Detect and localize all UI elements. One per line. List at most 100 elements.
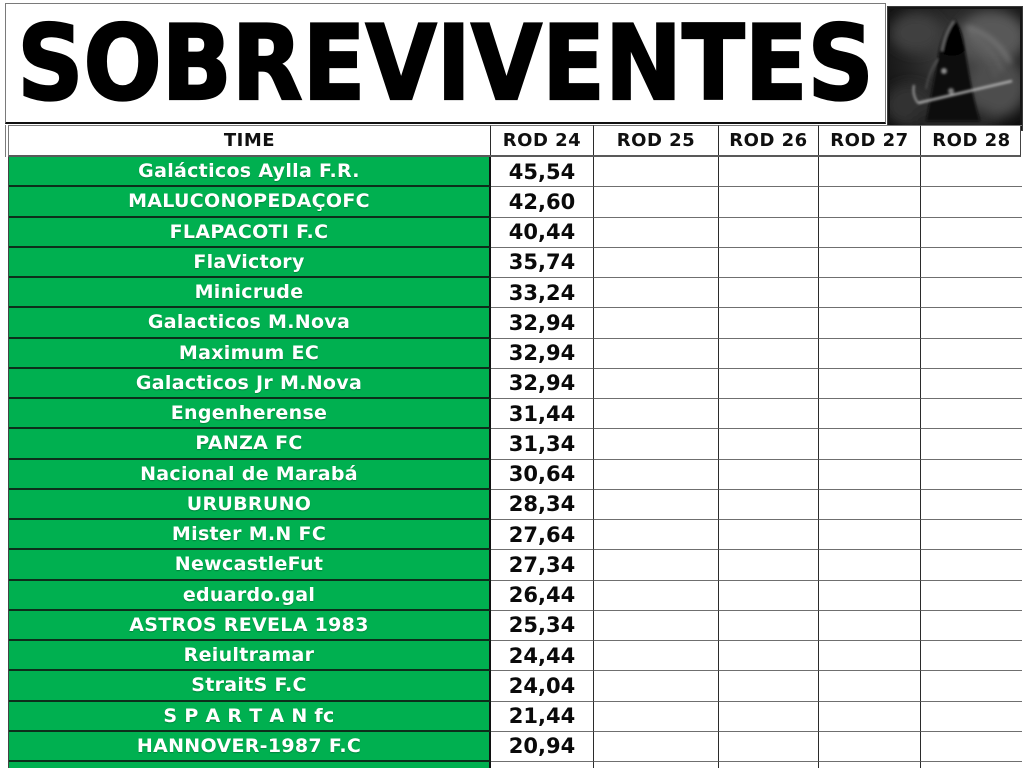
empty-round-cell[interactable] — [921, 731, 1022, 762]
empty-round-cell[interactable] — [921, 641, 1022, 672]
column-header-rod26[interactable]: ROD 26 — [719, 125, 819, 155]
empty-round-cell[interactable] — [594, 247, 719, 278]
empty-round-cell[interactable] — [594, 550, 719, 581]
rod24-value-cell[interactable]: 42,60 — [491, 187, 594, 218]
team-cell[interactable]: S P A R T A N fc — [9, 701, 491, 732]
empty-round-cell[interactable] — [719, 731, 819, 762]
empty-round-cell[interactable] — [921, 762, 1022, 768]
rod24-value-cell[interactable]: 30,64 — [491, 459, 594, 490]
empty-round-cell[interactable] — [921, 368, 1022, 399]
empty-round-cell[interactable] — [719, 520, 819, 551]
rod24-value-cell[interactable]: 45,54 — [491, 157, 594, 188]
empty-round-cell[interactable] — [719, 459, 819, 490]
empty-round-cell[interactable] — [819, 610, 921, 641]
empty-round-cell[interactable] — [921, 701, 1022, 732]
empty-round-cell[interactable] — [594, 338, 719, 369]
rod24-value-cell[interactable]: 27,34 — [491, 550, 594, 581]
empty-round-cell[interactable] — [719, 489, 819, 520]
empty-round-cell[interactable] — [921, 580, 1022, 611]
team-cell[interactable]: FlaVictory — [9, 247, 491, 278]
empty-round-cell[interactable] — [819, 641, 921, 672]
empty-round-cell[interactable] — [921, 459, 1022, 490]
empty-round-cell[interactable] — [594, 610, 719, 641]
team-cell[interactable]: Reiultramar — [9, 641, 491, 672]
empty-round-cell[interactable] — [819, 157, 921, 188]
empty-round-cell[interactable] — [921, 399, 1022, 430]
team-cell[interactable]: Nacional de Marabá — [9, 459, 491, 490]
rod24-value-cell[interactable]: 27,64 — [491, 520, 594, 551]
empty-round-cell[interactable] — [921, 489, 1022, 520]
empty-round-cell[interactable] — [921, 157, 1022, 188]
empty-round-cell[interactable] — [921, 671, 1022, 702]
empty-round-cell[interactable] — [819, 489, 921, 520]
team-cell[interactable]: Galacticos Jr M.Nova — [9, 368, 491, 399]
empty-round-cell[interactable] — [819, 308, 921, 339]
empty-round-cell[interactable] — [719, 399, 819, 430]
empty-round-cell[interactable] — [921, 429, 1022, 460]
rod24-value-cell[interactable]: 31,34 — [491, 429, 594, 460]
team-cell[interactable]: MALUCONOPEDAÇOFC — [9, 187, 491, 218]
team-cell[interactable]: FLAPACOTI F.C — [9, 217, 491, 248]
empty-round-cell[interactable] — [819, 731, 921, 762]
rod24-value-cell[interactable]: 26,44 — [491, 580, 594, 611]
empty-round-cell[interactable] — [819, 459, 921, 490]
column-header-rod27[interactable]: ROD 27 — [819, 125, 921, 155]
column-header-rod25[interactable]: ROD 25 — [594, 125, 719, 155]
empty-round-cell[interactable] — [819, 520, 921, 551]
team-cell[interactable]: NewcastleFut — [9, 550, 491, 581]
empty-round-cell[interactable] — [921, 217, 1022, 248]
rod24-value-cell[interactable]: 28,34 — [491, 489, 594, 520]
empty-round-cell[interactable] — [594, 429, 719, 460]
empty-round-cell[interactable] — [719, 580, 819, 611]
empty-round-cell[interactable] — [594, 489, 719, 520]
rod24-value-cell[interactable]: 25,34 — [491, 610, 594, 641]
empty-round-cell[interactable] — [719, 641, 819, 672]
empty-round-cell[interactable] — [921, 247, 1022, 278]
empty-round-cell[interactable] — [594, 459, 719, 490]
empty-round-cell[interactable] — [819, 187, 921, 218]
empty-round-cell[interactable] — [819, 217, 921, 248]
empty-round-cell[interactable] — [819, 550, 921, 581]
team-cell[interactable]: eduardo.gal — [9, 580, 491, 611]
empty-round-cell[interactable] — [594, 187, 719, 218]
team-cell[interactable]: Galacticos M.Nova — [9, 308, 491, 339]
rod24-value-cell[interactable]: 40,44 — [491, 217, 594, 248]
empty-round-cell[interactable] — [719, 762, 819, 768]
empty-round-cell[interactable] — [921, 550, 1022, 581]
empty-round-cell[interactable] — [819, 368, 921, 399]
empty-round-cell[interactable] — [594, 731, 719, 762]
empty-round-cell[interactable] — [819, 247, 921, 278]
team-cell[interactable]: Galácticos Aylla F.R. — [9, 157, 491, 188]
empty-round-cell[interactable] — [921, 520, 1022, 551]
rod24-value-cell[interactable]: 20,94 — [491, 731, 594, 762]
empty-round-cell[interactable] — [819, 671, 921, 702]
rod24-value-cell[interactable]: 32,94 — [491, 368, 594, 399]
empty-round-cell[interactable] — [594, 217, 719, 248]
team-cell[interactable]: Maximum EC — [9, 338, 491, 369]
title-cell[interactable]: SOBREVIVENTES — [5, 2, 886, 124]
empty-round-cell[interactable] — [719, 701, 819, 732]
team-cell[interactable]: URUBRUNO — [9, 489, 491, 520]
rod24-value-cell[interactable] — [491, 762, 594, 768]
team-cell[interactable]: ASTROS REVELA 1983 — [9, 610, 491, 641]
team-cell[interactable]: Minicrude — [9, 278, 491, 309]
team-cell[interactable]: Mister M.N FC — [9, 520, 491, 551]
empty-round-cell[interactable] — [719, 550, 819, 581]
empty-round-cell[interactable] — [819, 580, 921, 611]
team-cell[interactable]: StraitS F.C — [9, 671, 491, 702]
empty-round-cell[interactable] — [594, 762, 719, 768]
rod24-value-cell[interactable]: 32,94 — [491, 338, 594, 369]
empty-round-cell[interactable] — [594, 157, 719, 188]
column-header-rod28[interactable]: ROD 28 — [921, 125, 1022, 155]
empty-round-cell[interactable] — [921, 338, 1022, 369]
empty-round-cell[interactable] — [594, 278, 719, 309]
empty-round-cell[interactable] — [719, 368, 819, 399]
empty-round-cell[interactable] — [921, 308, 1022, 339]
empty-round-cell[interactable] — [594, 368, 719, 399]
empty-round-cell[interactable] — [594, 701, 719, 732]
empty-round-cell[interactable] — [594, 671, 719, 702]
rod24-value-cell[interactable]: 32,94 — [491, 308, 594, 339]
empty-round-cell[interactable] — [594, 641, 719, 672]
column-header-time[interactable]: TIME — [9, 125, 491, 155]
empty-round-cell[interactable] — [921, 278, 1022, 309]
